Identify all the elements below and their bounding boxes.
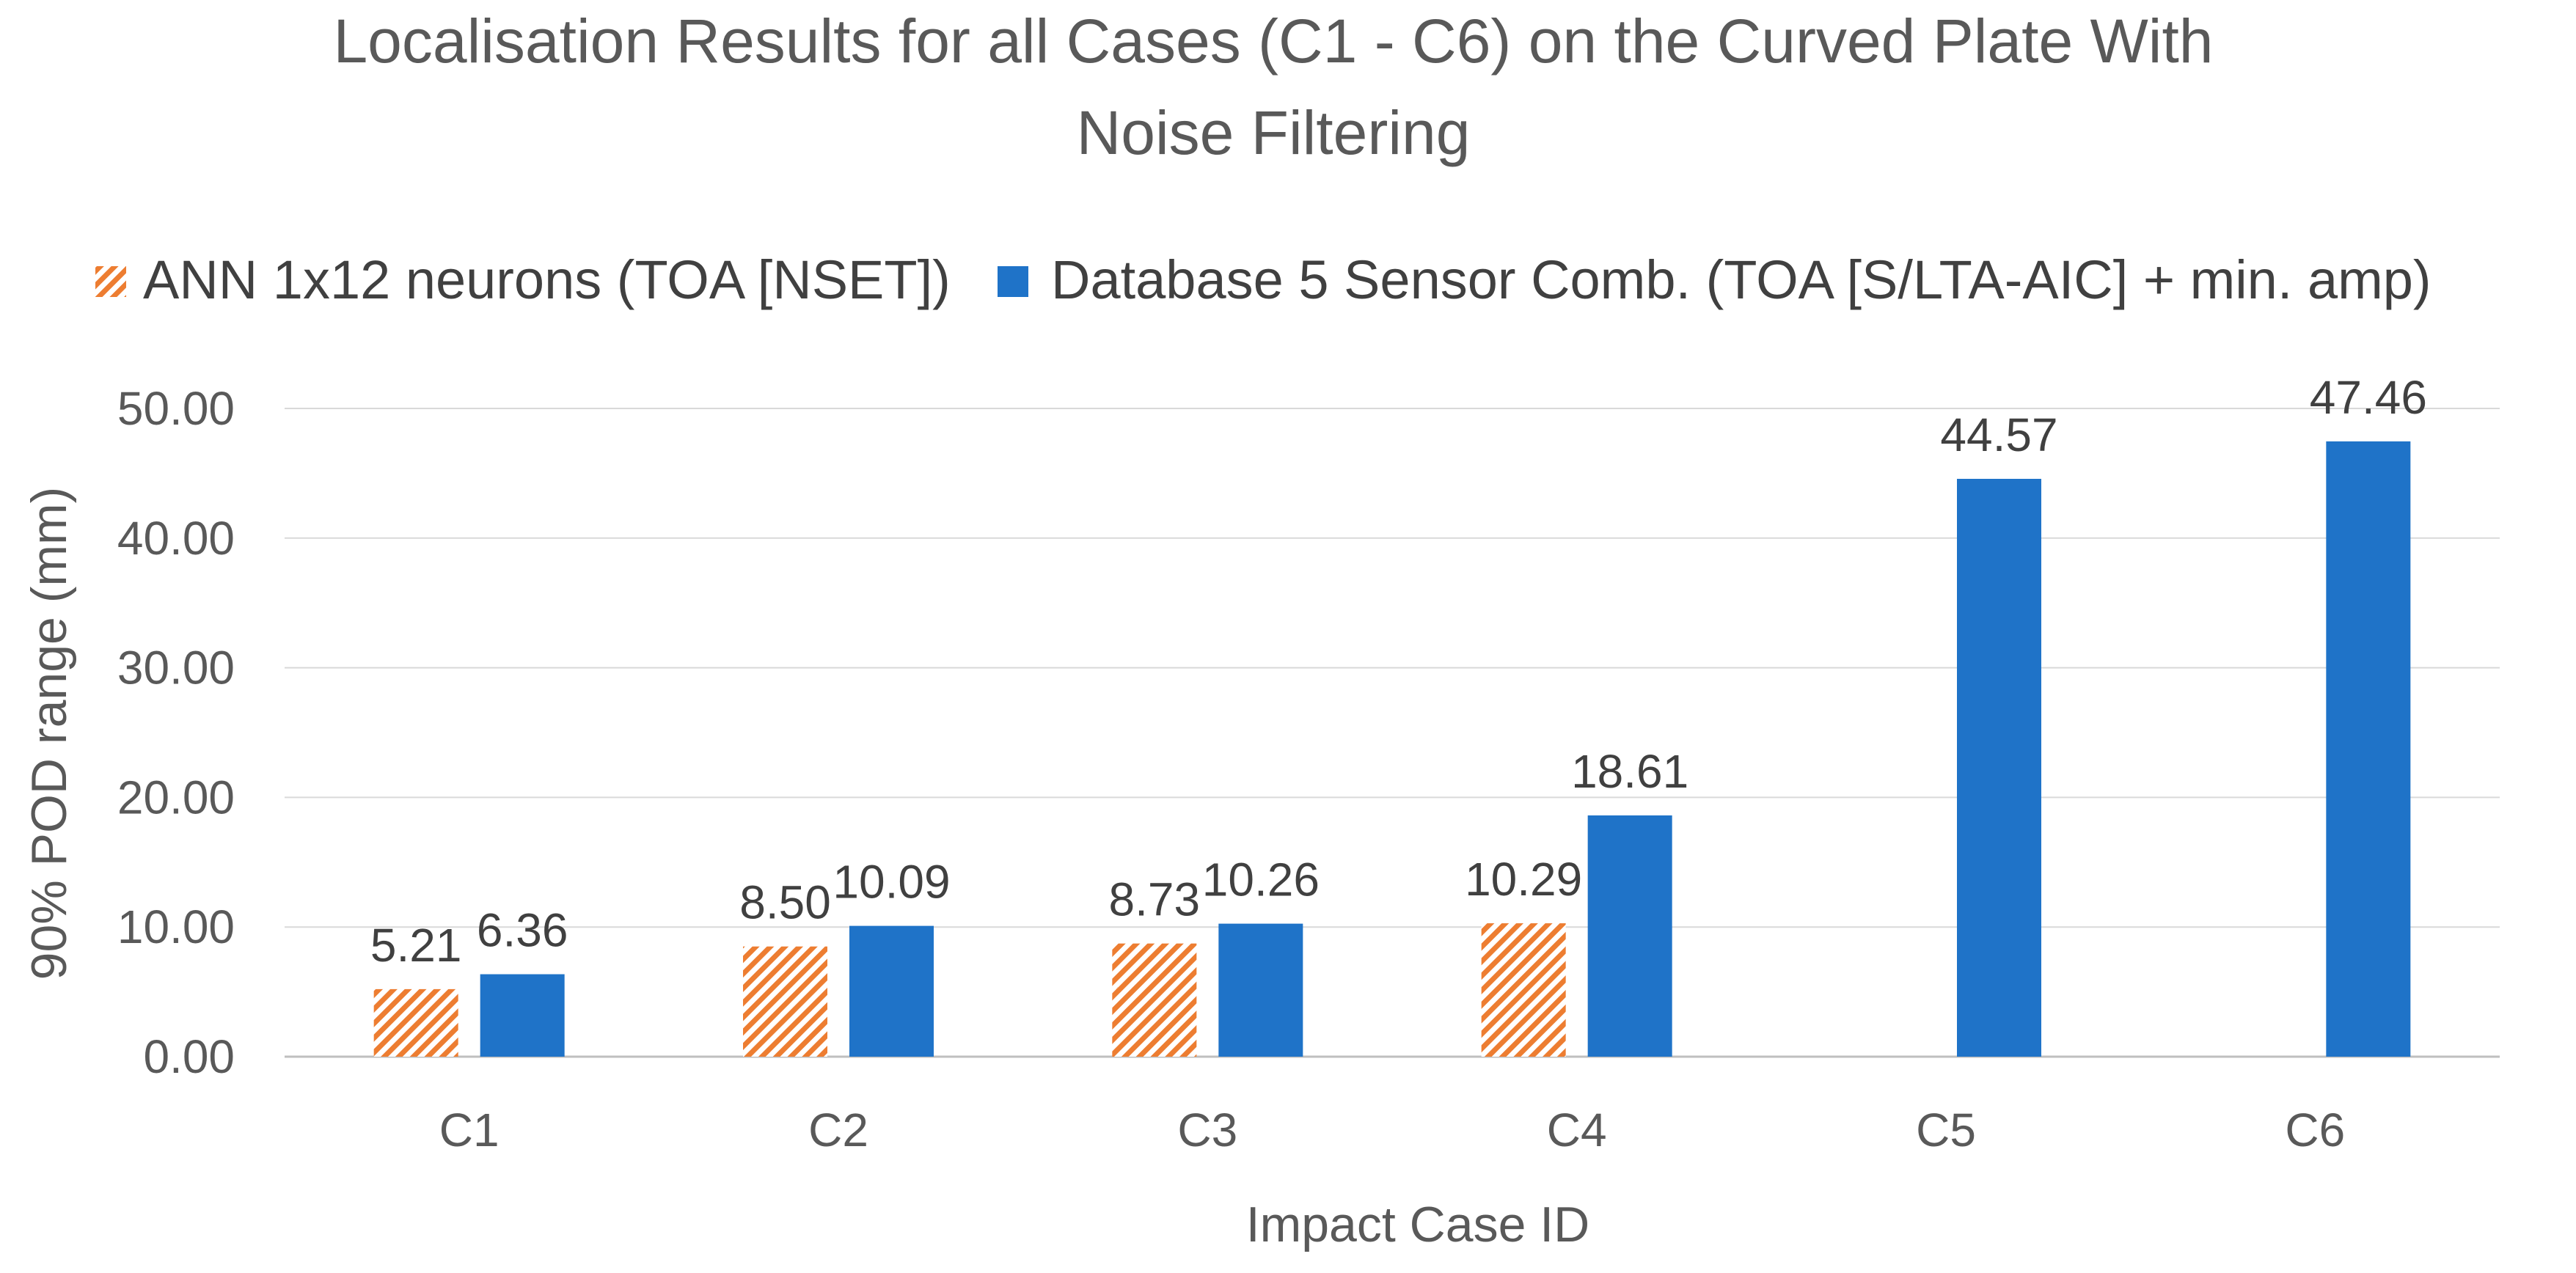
data-label-ann-c4: 10.29 <box>1465 853 1582 906</box>
legend: ANN 1x12 neurons (TOA [NSET]) Database 5… <box>95 249 2432 310</box>
y-axis-title: 90% POD range (mm) <box>21 487 77 980</box>
x-tick-label-c5: C5 <box>1916 1104 1976 1156</box>
data-label-database-c3: 10.26 <box>1202 854 1320 906</box>
chart-title-line-1: Localisation Results for all Cases (C1 -… <box>333 7 2213 76</box>
legend-swatch-database <box>998 266 1028 297</box>
y-tick-label: 40.00 <box>117 512 235 565</box>
y-tick-label: 30.00 <box>117 642 235 694</box>
bar-ann-c2 <box>743 946 827 1057</box>
legend-label-database: Database 5 Sensor Comb. (TOA [S/LTA-AIC]… <box>1051 249 2432 310</box>
x-tick-label-c2: C2 <box>808 1104 868 1156</box>
legend-swatch-ann <box>95 266 126 297</box>
data-label-ann-c2: 8.50 <box>739 876 831 929</box>
x-tick-label-c3: C3 <box>1177 1104 1237 1156</box>
data-label-ann-c3: 8.73 <box>1109 873 1201 926</box>
y-tick-label: 50.00 <box>117 382 235 435</box>
data-label-database-c2: 10.09 <box>833 856 950 909</box>
chart-title-line-2: Noise Filtering <box>1077 98 1471 167</box>
bar-ann-c3 <box>1112 943 1197 1057</box>
x-tick-label-c4: C4 <box>1547 1104 1607 1156</box>
bar-database-c5 <box>1957 479 2041 1057</box>
bar-database-c6 <box>2326 441 2411 1057</box>
data-label-database-c4: 18.61 <box>1571 745 1688 798</box>
x-tick-label-c1: C1 <box>439 1104 500 1156</box>
x-axis-title: Impact Case ID <box>1246 1197 1590 1252</box>
data-label-database-c6: 47.46 <box>2310 371 2427 424</box>
legend-label-ann: ANN 1x12 neurons (TOA [NSET]) <box>143 249 951 310</box>
bar-ann-c4 <box>1481 923 1566 1057</box>
bar-ann-c1 <box>373 988 458 1057</box>
y-axis-ticks: 0.00 10.00 20.00 30.00 40.00 50.00 <box>117 382 235 1083</box>
y-tick-label: 20.00 <box>117 771 235 823</box>
bar-database-c4 <box>1587 815 1672 1057</box>
data-labels: 5.21 6.36 8.50 10.09 8.73 10.26 10.29 18.61 44.5… <box>370 371 2427 972</box>
data-label-database-c1: 6.36 <box>477 904 568 957</box>
bar-database-c3 <box>1218 923 1303 1057</box>
y-tick-label: 10.00 <box>117 900 235 953</box>
x-axis-ticks: C1 C2 C3 C4 C5 C6 <box>439 1104 2345 1156</box>
gridlines <box>285 408 2500 1058</box>
bars <box>373 441 2411 1057</box>
data-label-database-c5: 44.57 <box>1940 408 2057 461</box>
bar-database-c1 <box>480 974 565 1057</box>
bar-database-c2 <box>849 925 934 1057</box>
y-tick-label: 0.00 <box>143 1030 235 1083</box>
data-label-ann-c1: 5.21 <box>370 919 462 972</box>
x-tick-label-c6: C6 <box>2285 1104 2345 1156</box>
